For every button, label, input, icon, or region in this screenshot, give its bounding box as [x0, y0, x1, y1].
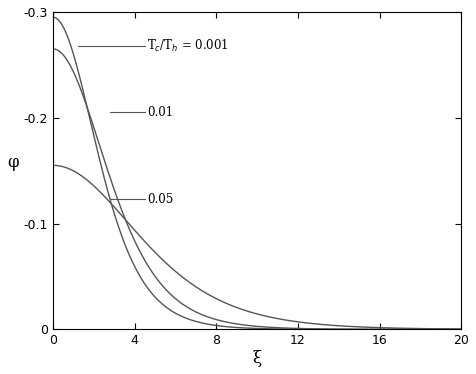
Text: 0.05: 0.05 [147, 193, 173, 206]
Y-axis label: φ: φ [7, 154, 19, 171]
Text: T$_c$/T$_h$ = 0.001: T$_c$/T$_h$ = 0.001 [147, 38, 228, 54]
Text: 0.01: 0.01 [147, 106, 173, 119]
X-axis label: ξ: ξ [253, 350, 262, 367]
